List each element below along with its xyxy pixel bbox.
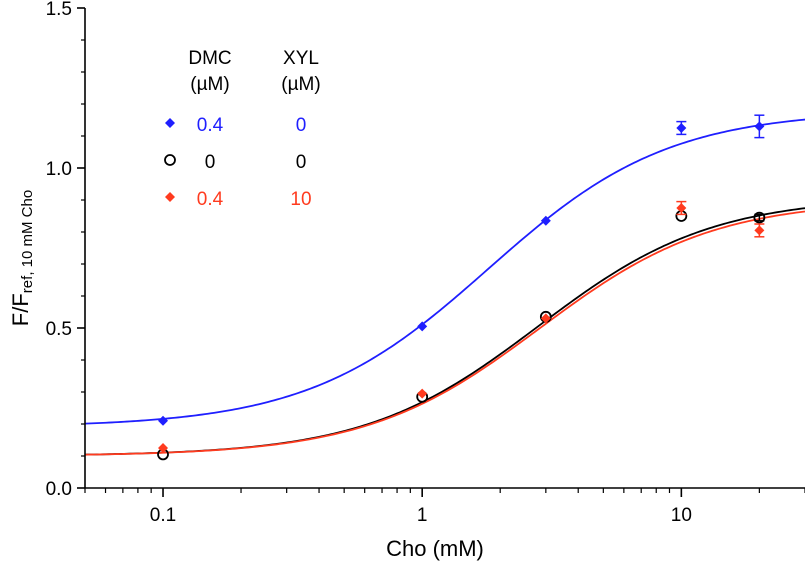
data-point-series-1 — [754, 121, 765, 132]
legend-header-xyl: XYL — [283, 48, 319, 69]
y-tick-label: 1.5 — [46, 0, 72, 20]
data-point-series-3 — [540, 313, 551, 324]
data-points — [157, 114, 766, 461]
x-tick-label: 10 — [671, 505, 692, 526]
data-point-series-1 — [676, 123, 687, 133]
axes: 0.0 0.5 1.0 1.5 0.1 1 10 — [46, 0, 805, 526]
legend-marker — [165, 118, 175, 128]
data-point-series-2 — [753, 211, 766, 224]
legend-header-dmc: (µM) — [190, 74, 229, 95]
y-tick-label: 0.5 — [46, 319, 72, 340]
data-point-series-1 — [158, 415, 169, 426]
fit-curve-3 — [84, 210, 805, 456]
legend-xyl-value: 0 — [296, 115, 307, 136]
x-axis-title: Cho (mM) — [386, 536, 484, 561]
data-point-series-3 — [754, 225, 765, 236]
y-axis-title-main: F/F — [8, 293, 33, 326]
legend-dmc-value: 0.4 — [197, 115, 224, 136]
y-axis-title-subscript: ref, 10 mM Cho — [19, 190, 36, 293]
data-point-series-3 — [158, 443, 169, 453]
legend-header-xyl: (µM) — [281, 74, 320, 95]
data-point-series-3 — [676, 203, 687, 213]
data-point-series-1 — [417, 321, 428, 332]
legend: DMC (µM) XYL (µM) 0.4 0 0 0 0.4 10 — [164, 48, 321, 210]
fit-curves — [84, 118, 805, 456]
y-axis-title: F/Fref, 10 mM Cho — [8, 190, 36, 326]
x-tick-label: 0.1 — [150, 505, 176, 526]
legend-dmc-value: 0.4 — [197, 189, 224, 210]
legend-marker — [165, 192, 175, 202]
fit-curve-1 — [84, 118, 805, 425]
legend-xyl-value: 10 — [290, 189, 311, 210]
data-point-series-1 — [540, 215, 551, 226]
y-tick-label: 0.0 — [46, 479, 72, 500]
y-tick-label: 1.0 — [46, 159, 72, 180]
legend-marker — [164, 154, 176, 166]
legend-xyl-value: 0 — [296, 152, 307, 173]
legend-dmc-value: 0 — [205, 152, 216, 173]
data-point-series-3 — [417, 388, 428, 399]
x-tick-label: 1 — [417, 505, 428, 526]
fit-curve-2 — [84, 207, 805, 456]
legend-header-dmc: DMC — [188, 48, 231, 69]
